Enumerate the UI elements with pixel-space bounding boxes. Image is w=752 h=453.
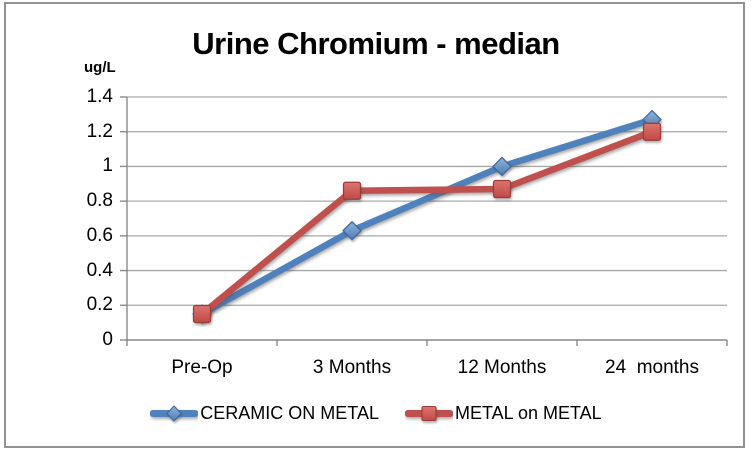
legend-marker-sample [404, 405, 453, 421]
y-axis-tick-label: 1.4 [86, 86, 113, 107]
axes [120, 96, 728, 346]
legend-label: CERAMIC ON METAL [200, 402, 379, 423]
data-point-marker [492, 179, 512, 199]
y-axis-tick-label: 1.2 [86, 120, 113, 142]
series-markers-0 [192, 109, 662, 324]
series-markers-1 [192, 122, 662, 324]
legend-item: METAL on METAL [404, 402, 602, 425]
y-axis-tick-label: 0.8 [86, 190, 113, 212]
chart-legend: CERAMIC ON METAL METAL on METAL [0, 400, 752, 426]
legend-label: METAL on METAL [454, 402, 602, 423]
legend-marker-sample [150, 404, 199, 422]
y-axis-unit-label: ug/L [84, 59, 116, 76]
x-axis-category-label: 24 months [605, 357, 699, 378]
y-axis-tick-label: 0.2 [86, 294, 113, 316]
data-point-marker [192, 304, 212, 324]
series-line-0 [198, 116, 656, 318]
y-axis-tick-label: 1 [102, 155, 113, 177]
chart-title: Urine Chromium - median [192, 26, 560, 61]
data-point-marker [642, 122, 662, 141]
x-axis-category-label: 3 Months [312, 357, 392, 378]
y-axis-tick-label: 0.4 [86, 259, 113, 281]
x-axis-category-label: 12 Months [457, 357, 547, 378]
y-axis-tick-label: 0.6 [86, 224, 113, 246]
legend-item: CERAMIC ON METAL [150, 402, 379, 425]
gridlines [127, 96, 727, 306]
y-axis-tick-label: 0 [102, 329, 113, 350]
data-point-marker [342, 181, 362, 200]
data-point-marker [492, 156, 512, 177]
data-point-marker [342, 220, 362, 241]
series-line-1 [198, 128, 656, 318]
x-axis-category-label: Pre-Op [171, 357, 233, 378]
